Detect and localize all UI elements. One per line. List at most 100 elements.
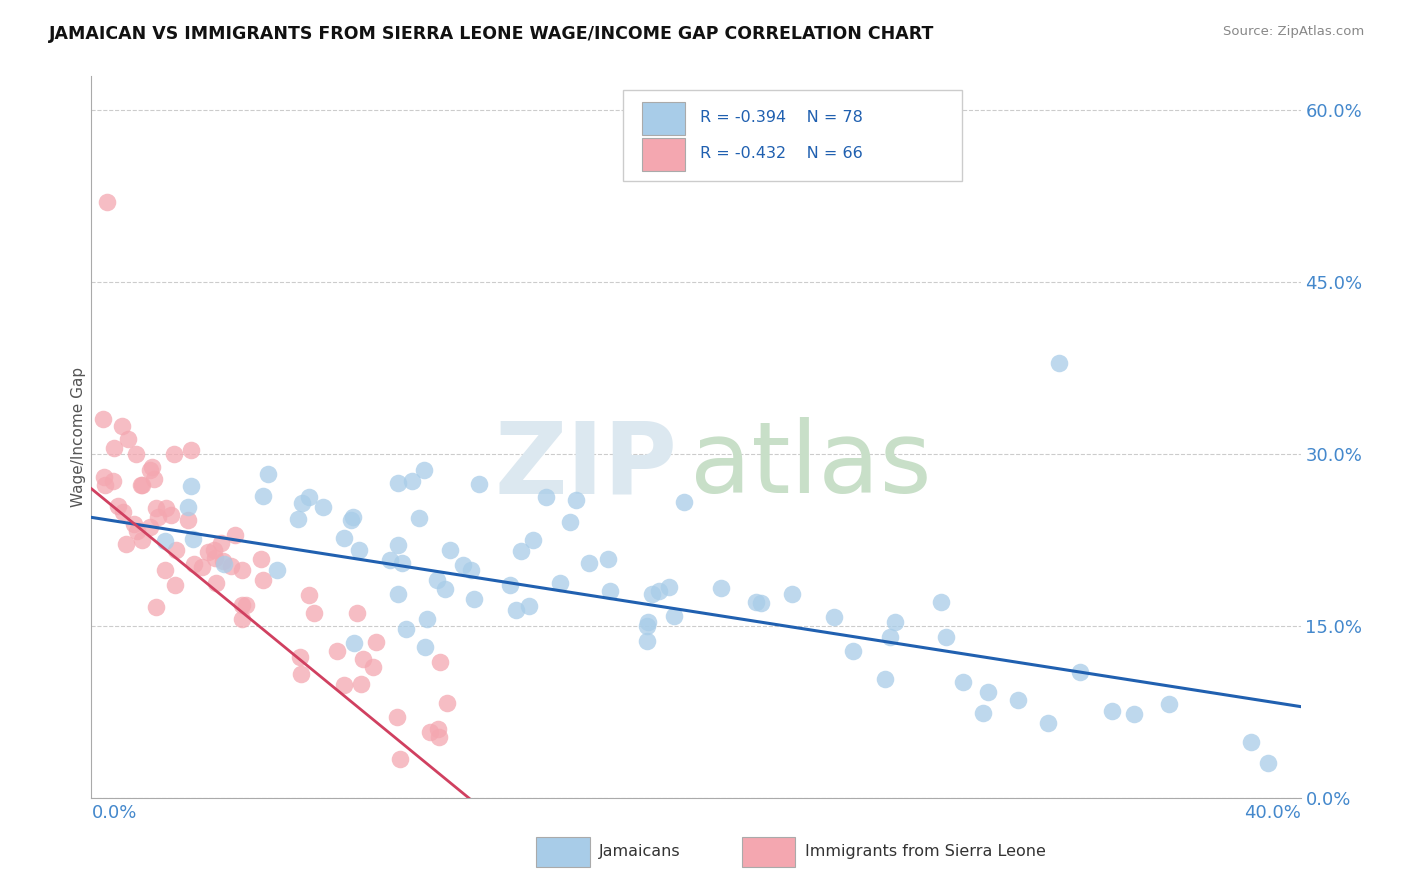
Point bbox=[103, 441, 125, 455]
Point bbox=[107, 499, 129, 513]
Point bbox=[214, 558, 236, 572]
FancyBboxPatch shape bbox=[641, 102, 685, 135]
Point bbox=[439, 542, 461, 557]
Point bbox=[387, 476, 409, 491]
Point bbox=[823, 610, 845, 624]
Point bbox=[558, 515, 581, 529]
Point bbox=[408, 511, 430, 525]
Point bbox=[165, 543, 187, 558]
Point bbox=[1101, 705, 1123, 719]
Point bbox=[453, 558, 475, 572]
Text: R = -0.394    N = 78: R = -0.394 N = 78 bbox=[700, 110, 862, 125]
Point bbox=[298, 490, 321, 504]
Point bbox=[252, 489, 274, 503]
Point bbox=[165, 578, 187, 592]
Point bbox=[129, 478, 152, 492]
Point bbox=[413, 640, 436, 654]
Point bbox=[231, 599, 253, 613]
Point bbox=[346, 607, 368, 621]
Point bbox=[883, 615, 905, 629]
Point bbox=[565, 492, 588, 507]
Point bbox=[250, 552, 273, 566]
Point bbox=[219, 558, 242, 573]
Point bbox=[641, 587, 664, 601]
Point bbox=[460, 563, 482, 577]
Point bbox=[204, 550, 226, 565]
FancyBboxPatch shape bbox=[742, 837, 796, 867]
Point bbox=[934, 630, 956, 644]
Point bbox=[416, 611, 439, 625]
Point bbox=[177, 513, 200, 527]
Point bbox=[266, 563, 288, 577]
Point bbox=[352, 652, 374, 666]
Point bbox=[637, 615, 659, 629]
Point bbox=[366, 634, 388, 648]
Point bbox=[131, 478, 153, 492]
Point bbox=[401, 474, 423, 488]
Point bbox=[710, 581, 733, 595]
Point bbox=[636, 619, 658, 633]
Point bbox=[155, 500, 177, 515]
Point bbox=[115, 537, 138, 551]
Point bbox=[122, 517, 145, 532]
Point bbox=[139, 520, 162, 534]
Point bbox=[875, 673, 897, 687]
Point bbox=[257, 467, 280, 482]
Point bbox=[426, 574, 449, 588]
Point bbox=[429, 655, 451, 669]
Point bbox=[522, 533, 544, 547]
Point bbox=[340, 513, 363, 527]
Text: JAMAICAN VS IMMIGRANTS FROM SIERRA LEONE WAGE/INCOME GAP CORRELATION CHART: JAMAICAN VS IMMIGRANTS FROM SIERRA LEONE… bbox=[49, 25, 935, 43]
Point bbox=[96, 194, 118, 209]
Point bbox=[749, 596, 772, 610]
Point bbox=[197, 545, 219, 559]
Point bbox=[436, 696, 458, 710]
Point bbox=[931, 595, 953, 609]
Point bbox=[391, 557, 413, 571]
Point bbox=[342, 509, 364, 524]
Point bbox=[498, 578, 520, 592]
Point bbox=[333, 532, 356, 546]
Point bbox=[658, 580, 681, 594]
Text: ZIP: ZIP bbox=[495, 417, 678, 515]
FancyBboxPatch shape bbox=[536, 837, 589, 867]
Point bbox=[205, 575, 228, 590]
Point bbox=[387, 538, 409, 552]
Text: Jamaicans: Jamaicans bbox=[599, 845, 681, 859]
Point bbox=[395, 622, 418, 636]
Point bbox=[143, 472, 166, 486]
Point bbox=[1036, 715, 1059, 730]
Point bbox=[347, 542, 370, 557]
Point bbox=[231, 612, 253, 626]
Point bbox=[287, 512, 309, 526]
Point bbox=[91, 411, 114, 425]
Point bbox=[180, 442, 202, 457]
Point bbox=[1239, 735, 1261, 749]
Point bbox=[548, 576, 571, 591]
Point bbox=[505, 602, 527, 616]
Point bbox=[298, 588, 321, 602]
Point bbox=[148, 509, 170, 524]
Point bbox=[291, 496, 314, 510]
Point bbox=[363, 660, 385, 674]
Text: atlas: atlas bbox=[690, 417, 932, 515]
Point bbox=[290, 667, 312, 681]
Point bbox=[976, 685, 998, 699]
Point bbox=[93, 470, 115, 484]
Y-axis label: Wage/Income Gap: Wage/Income Gap bbox=[70, 367, 86, 508]
Point bbox=[160, 508, 183, 522]
Point bbox=[1123, 706, 1146, 721]
Point bbox=[534, 491, 557, 505]
Text: Immigrants from Sierra Leone: Immigrants from Sierra Leone bbox=[804, 845, 1046, 859]
Point bbox=[224, 528, 246, 542]
Point bbox=[326, 643, 349, 657]
Point bbox=[209, 536, 232, 550]
Point bbox=[596, 551, 619, 566]
Point bbox=[427, 730, 450, 744]
Point bbox=[125, 447, 148, 461]
Point bbox=[141, 460, 163, 475]
Point bbox=[578, 557, 600, 571]
Point bbox=[647, 584, 669, 599]
Point bbox=[745, 595, 768, 609]
Point bbox=[972, 706, 994, 720]
